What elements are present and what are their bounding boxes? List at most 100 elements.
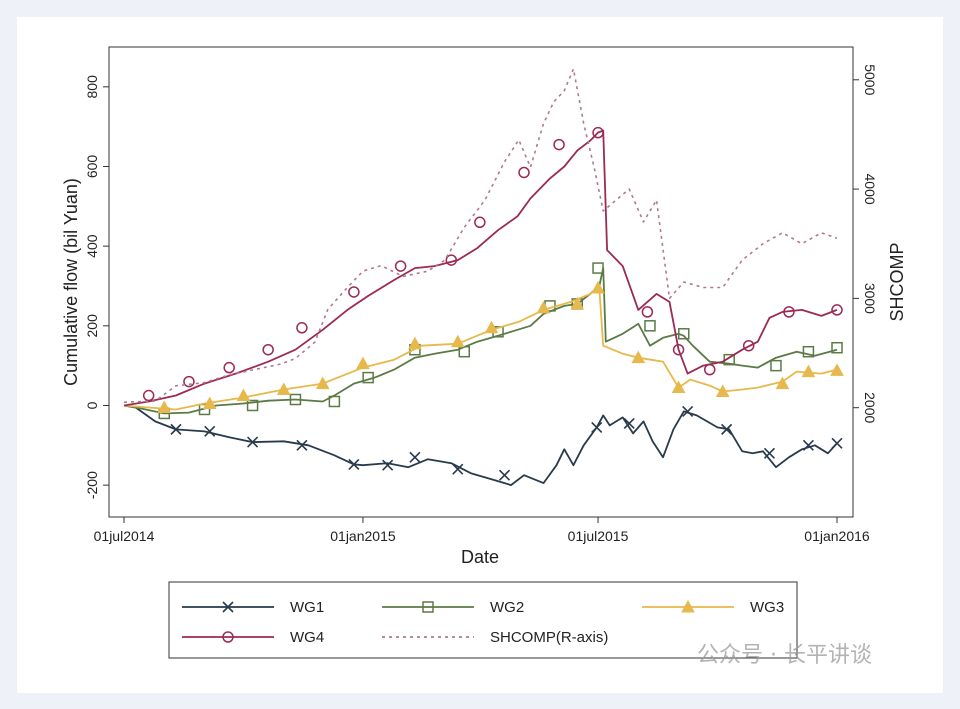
series-marker-wg2 [678, 328, 690, 340]
x-axis-title: Date [461, 547, 499, 567]
series-marker-wg3 [536, 300, 551, 314]
series-marker-wg1 [170, 423, 182, 435]
series-marker-wg4 [474, 216, 486, 229]
legend-label-wg4: WG4 [290, 629, 324, 646]
y-left-tick-label: 600 [84, 155, 100, 179]
series-wg1 [123, 404, 843, 486]
series-marker-wg1 [591, 421, 603, 433]
y-axis-right: 2000 3000 4000 5000 [853, 64, 878, 423]
legend-marker-wg4 [222, 631, 234, 643]
series-marker-wg1 [623, 417, 635, 429]
series-line-shcomp-r-axis [123, 68, 838, 403]
series-marker-wg3 [715, 384, 730, 398]
y-left-tick-label: -200 [84, 471, 100, 499]
series-marker-wg4 [742, 339, 755, 352]
series-marker-wg2 [362, 371, 374, 384]
series-marker-wg4 [394, 260, 407, 272]
x-axis: 01jul2014 01jan2015 01jul2015 01jan2016 [94, 517, 870, 544]
series-marker-wg4 [672, 343, 685, 356]
legend-marker-wg2 [422, 601, 434, 613]
series-marker-wg4 [831, 304, 843, 316]
series-marker-wg3 [315, 376, 330, 390]
series-marker-wg1 [247, 436, 259, 448]
y-right-tick-label: 5000 [862, 64, 878, 95]
legend-label-shcomp-r-axis: SHCOMP(R-axis) [490, 629, 608, 646]
y-left-tick-label: 0 [84, 401, 100, 409]
series-marker-wg3 [202, 396, 217, 409]
series-marker-wg4 [518, 166, 530, 179]
legend-item-wg4: WG4 [182, 629, 324, 646]
y-right-tick-label: 3000 [862, 283, 878, 314]
series-marker-wg3 [570, 296, 585, 310]
series-marker-wg3 [631, 350, 646, 364]
series-marker-wg4 [296, 322, 308, 334]
watermark-text: 公众号 · 长平讲谈 [697, 643, 872, 668]
series-marker-wg2 [802, 345, 815, 358]
y-axis-left: -200 0 200 400 600 800 [84, 75, 109, 499]
series-marker-wg1 [409, 451, 421, 463]
legend-label-wg1: WG1 [290, 599, 324, 616]
series-marker-wg2 [723, 353, 735, 366]
legend: WG1 WG2 WG3 WG4 SHCOMP(R-axis) [168, 581, 798, 659]
x-tick-label: 01jan2016 [804, 528, 870, 544]
series-marker-wg4 [592, 126, 604, 139]
series-shcomp-r-axis [123, 68, 838, 403]
series-marker-wg3 [830, 363, 844, 376]
series-marker-wg3 [236, 388, 251, 402]
series-line-wg4 [123, 129, 838, 407]
series-marker-wg3 [276, 382, 291, 396]
series-marker-wg1 [721, 423, 733, 435]
y-right-tick-label: 2000 [862, 392, 878, 423]
series-marker-wg2 [644, 320, 656, 332]
series-marker-wg2 [592, 262, 604, 274]
series-marker-wg3 [484, 320, 499, 334]
legend-marker-wg1 [222, 601, 234, 613]
series-marker-wg4 [553, 138, 565, 151]
legend-marker-wg3 [681, 599, 695, 613]
series-marker-wg1 [204, 425, 216, 437]
series-marker-wg4 [142, 389, 155, 402]
series-layer [123, 68, 844, 486]
series-marker-wg1 [682, 405, 694, 418]
series-marker-wg2 [328, 395, 341, 408]
series-marker-wg4 [262, 343, 274, 356]
series-marker-wg2 [831, 341, 843, 354]
chart-frame: -200 0 200 400 600 800 2000 3000 4000 5000 01jul… [17, 17, 943, 693]
legend-item-wg3: WG3 [642, 599, 784, 616]
series-marker-wg1 [802, 439, 814, 451]
x-tick-label: 01jul2015 [568, 528, 629, 544]
plot-area [108, 46, 854, 518]
series-marker-wg1 [348, 458, 360, 470]
series-marker-wg3 [450, 334, 465, 348]
series-wg4 [123, 126, 843, 407]
y-left-tick-label: 400 [84, 234, 100, 258]
legend-label-wg3: WG3 [750, 599, 784, 616]
series-marker-wg2 [770, 359, 782, 372]
x-tick-label: 01jul2014 [94, 528, 155, 544]
series-marker-wg2 [198, 403, 211, 416]
series-marker-wg4 [703, 363, 716, 376]
series-marker-wg1 [382, 459, 394, 471]
series-marker-wg2 [246, 399, 259, 412]
series-marker-wg4 [641, 306, 654, 318]
y-axis-right-title: SHCOMP [887, 242, 907, 321]
series-marker-wg1 [296, 439, 308, 451]
series-marker-wg4 [348, 286, 360, 298]
series-marker-wg4 [223, 361, 235, 374]
legend-item-wg1: WG1 [182, 599, 324, 616]
series-marker-wg3 [591, 280, 605, 294]
series-marker-wg4 [783, 306, 795, 318]
series-marker-wg1 [498, 469, 511, 481]
series-marker-wg3 [775, 376, 790, 390]
series-marker-wg3 [356, 356, 370, 370]
legend-item-wg2: WG2 [382, 599, 524, 616]
series-marker-wg4 [445, 254, 458, 266]
legend-label-wg2: WG2 [490, 599, 524, 616]
series-marker-wg1 [763, 447, 776, 459]
y-axis-left-title: Cumulative flow (bil Yuan) [61, 178, 81, 386]
y-left-tick-label: 200 [84, 314, 100, 338]
series-marker-wg3 [801, 364, 816, 378]
legend-box [168, 581, 798, 659]
series-marker-wg3 [671, 380, 686, 394]
series-marker-wg4 [183, 375, 195, 388]
